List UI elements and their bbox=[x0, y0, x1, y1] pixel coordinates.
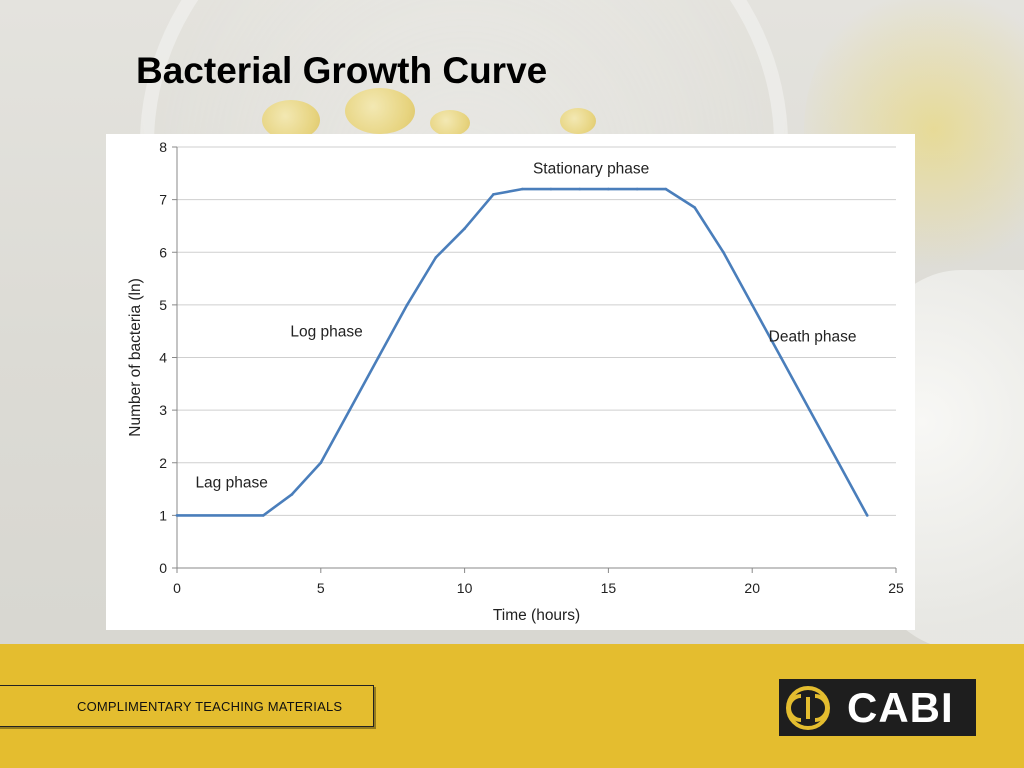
x-tick-label: 5 bbox=[317, 580, 325, 596]
data-point bbox=[635, 187, 639, 191]
data-point bbox=[175, 514, 179, 517]
x-tick-label: 15 bbox=[601, 580, 617, 596]
data-point bbox=[348, 408, 351, 412]
data-point bbox=[405, 303, 409, 307]
y-tick-label: 8 bbox=[159, 139, 167, 155]
y-axis-label: Number of bacteria (ln) bbox=[127, 278, 144, 437]
y-tick-label: 4 bbox=[159, 350, 167, 366]
slide-title: Bacterial Growth Curve bbox=[136, 50, 548, 91]
annotation-stationary: Stationary phase bbox=[533, 160, 649, 177]
cabi-logo: CABI bbox=[779, 679, 976, 736]
growth-curve-chart: 0 1 2 3 4 5 6 7 8 0 5 10 15 20 25 Lag phase Log phase S… bbox=[127, 139, 904, 624]
data-point bbox=[693, 206, 696, 209]
data-point bbox=[377, 356, 380, 359]
cabi-logo-icon bbox=[779, 679, 837, 736]
cabi-logo-text: CABI bbox=[847, 684, 954, 731]
data-point bbox=[520, 187, 524, 191]
chart-panel: 0 1 2 3 4 5 6 7 8 0 5 10 15 20 25 Lag phase Log phase S… bbox=[106, 134, 915, 630]
x-tick-label: 20 bbox=[744, 580, 760, 596]
y-tick-label: 0 bbox=[159, 560, 167, 576]
x-axis-label: Time (hours) bbox=[493, 607, 580, 624]
y-tick-labels: 0 1 2 3 4 5 6 7 8 bbox=[159, 139, 177, 576]
data-point bbox=[463, 227, 466, 230]
bacterial-colony-decoration bbox=[560, 108, 596, 134]
data-point bbox=[722, 250, 725, 254]
y-tick-label: 3 bbox=[159, 402, 167, 418]
y-tick-label: 2 bbox=[159, 455, 167, 471]
data-point bbox=[607, 187, 610, 191]
data-point bbox=[865, 514, 869, 517]
data-points bbox=[175, 187, 869, 517]
data-point bbox=[837, 461, 840, 465]
x-tick-labels: 0 5 10 15 20 25 bbox=[173, 568, 904, 596]
data-point bbox=[808, 408, 812, 412]
data-point bbox=[261, 514, 265, 517]
data-point bbox=[578, 187, 581, 191]
data-point bbox=[492, 193, 495, 196]
y-tick-label: 5 bbox=[159, 297, 167, 313]
grid-lines bbox=[177, 146, 896, 516]
x-tick-label: 10 bbox=[457, 580, 473, 596]
bacterial-colony-decoration bbox=[430, 110, 470, 136]
y-tick-label: 1 bbox=[159, 507, 167, 523]
data-point bbox=[549, 187, 553, 191]
annotation-lag: Lag phase bbox=[195, 474, 267, 491]
x-tick-label: 0 bbox=[173, 580, 181, 596]
bacterial-colony-decoration bbox=[262, 100, 320, 140]
bacterial-colony-decoration bbox=[345, 88, 415, 134]
data-point bbox=[434, 256, 438, 259]
footer-label-box bbox=[0, 685, 374, 727]
x-tick-label: 25 bbox=[888, 580, 904, 596]
data-point bbox=[319, 461, 323, 465]
phase-annotations: Lag phase Log phase Stationary phase Death … bbox=[195, 160, 856, 491]
footer-label: COMPLIMENTARY TEACHING MATERIALS bbox=[77, 699, 343, 714]
data-point bbox=[779, 356, 783, 359]
annotation-death: Death phase bbox=[769, 329, 857, 346]
data-point bbox=[750, 303, 754, 307]
data-point bbox=[290, 493, 294, 496]
data-point bbox=[664, 187, 668, 191]
y-tick-label: 6 bbox=[159, 244, 167, 260]
y-tick-label: 7 bbox=[159, 192, 167, 208]
growth-curve-line bbox=[175, 187, 869, 517]
annotation-log: Log phase bbox=[290, 323, 362, 340]
